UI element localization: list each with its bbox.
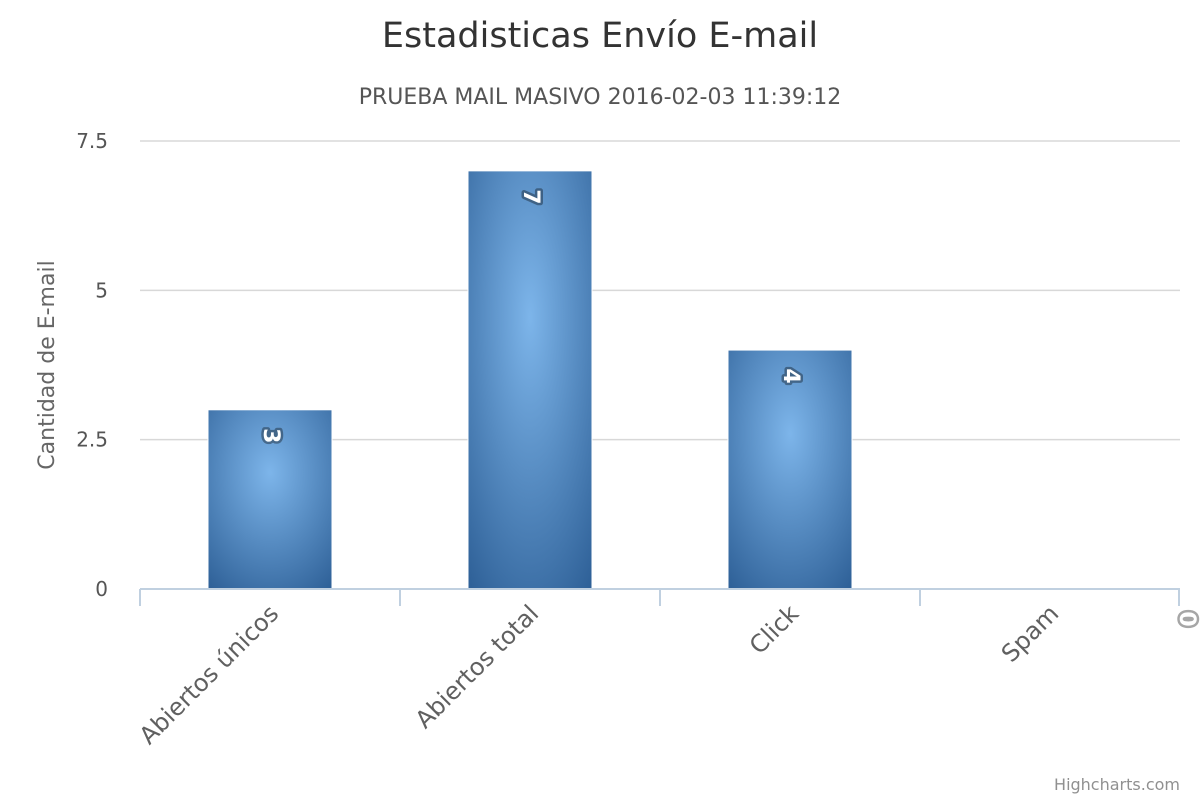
data-label: 0 xyxy=(1174,611,1199,626)
x-tick-label: Abiertos total xyxy=(410,599,544,733)
y-axis-ticks: 0 2.5 5 7.5 xyxy=(76,129,108,601)
data-label-shadow: 0 xyxy=(1174,611,1199,626)
y-tick-label: 7.5 xyxy=(76,129,108,153)
x-tick-label: Abiertos únicos xyxy=(134,599,284,749)
x-axis: Abiertos únicos Abiertos total Click Spam xyxy=(134,588,1180,750)
x-tick-label: Spam xyxy=(996,599,1064,667)
chart-title: Estadisticas Envío E-mail xyxy=(382,16,818,56)
x-tick-label: Click xyxy=(744,599,804,659)
data-label-shadow: 4 xyxy=(778,368,803,383)
data-label: 4 xyxy=(778,368,803,383)
bar[interactable] xyxy=(207,409,333,590)
bar-series xyxy=(207,170,853,590)
bar[interactable] xyxy=(727,349,853,590)
gridlines xyxy=(140,140,1180,441)
data-label-shadow: 3 xyxy=(258,428,283,443)
data-label-shadow: 7 xyxy=(518,189,543,204)
y-axis-title: Cantidad de E-mail xyxy=(35,260,60,469)
credits-link[interactable]: Highcharts.com xyxy=(1054,775,1180,794)
bar[interactable] xyxy=(467,170,593,590)
y-tick-label: 5 xyxy=(95,278,108,302)
chart-subtitle: PRUEBA MAIL MASIVO 2016-02-03 11:39:12 xyxy=(359,85,842,110)
data-label: 3 xyxy=(258,428,283,443)
y-tick-label: 0 xyxy=(95,577,108,601)
y-tick-label: 2.5 xyxy=(76,428,108,452)
data-label: 7 xyxy=(518,189,543,204)
